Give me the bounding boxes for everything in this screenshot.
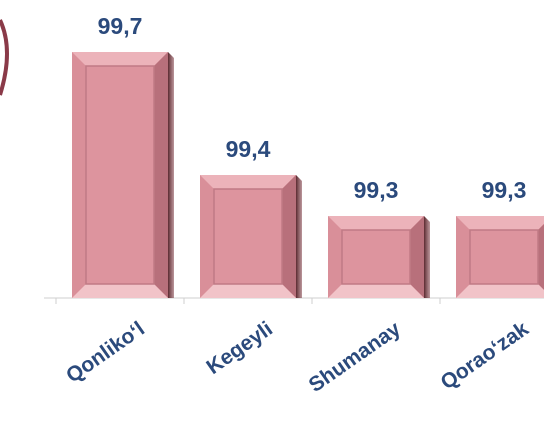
decoration <box>0 19 9 96</box>
bar-bevel <box>154 52 168 298</box>
bar-face <box>469 229 539 285</box>
bar-bevel <box>538 224 544 290</box>
value-label: 99,3 <box>482 177 527 203</box>
bar-bevel <box>456 216 544 230</box>
x-tick-label: Qonliko‘l <box>62 317 149 387</box>
bar-bevel <box>410 216 424 298</box>
bar-face <box>213 188 283 285</box>
x-tick-label: Shumanay <box>305 317 405 397</box>
bar-bevel <box>72 284 168 298</box>
bar-bevel <box>456 284 544 298</box>
bar-shadow <box>168 52 174 298</box>
value-label: 99,4 <box>226 136 271 162</box>
x-tick-label: Kegeyli <box>202 317 276 379</box>
value-label: 99,7 <box>98 13 143 39</box>
bar-bevel <box>200 175 296 189</box>
bar-shadow <box>296 175 302 298</box>
x-tick-label: Qorao‘zak <box>436 317 533 394</box>
bar-shadow <box>424 216 430 298</box>
bar-face <box>341 229 411 285</box>
bar-bevel <box>200 284 296 298</box>
bar-bevel <box>328 216 424 230</box>
bar-face <box>85 65 155 285</box>
bar-bevel <box>72 52 168 66</box>
value-label: 99,3 <box>354 177 399 203</box>
bar-bevel <box>328 284 424 298</box>
bar-bevel <box>282 175 296 298</box>
